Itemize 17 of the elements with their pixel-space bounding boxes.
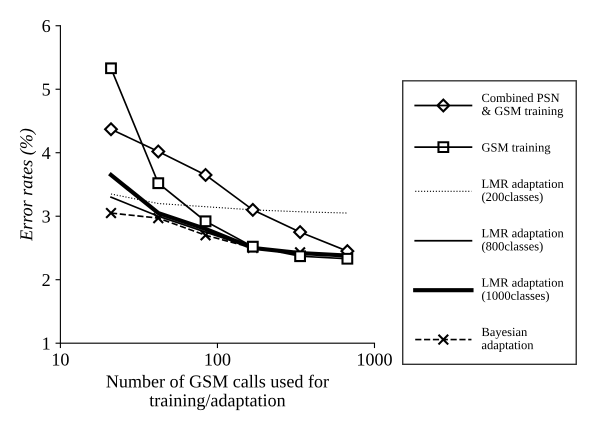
x-tick-label: 10 xyxy=(52,353,69,366)
y-axis-title: Error rates (%) xyxy=(20,128,36,242)
x-axis-title: Number of GSM calls used for training/adaptation xyxy=(106,374,329,410)
y-tick-label: 1 xyxy=(43,338,50,350)
y-tick-label: 3 xyxy=(42,210,50,223)
legend-label: LMR adaptation (200classes) xyxy=(482,179,564,204)
x-tick-label: 100 xyxy=(205,353,230,366)
y-tick-label: 2 xyxy=(42,274,50,286)
x-tick-label: 1000 xyxy=(358,353,392,366)
legend-label: Combined PSN & GSM training xyxy=(482,93,564,118)
y-tick-label: 6 xyxy=(42,20,50,32)
legend-label: Bayesian adaptation xyxy=(482,328,534,352)
y-tick-label: 5 xyxy=(42,84,50,96)
legend-label: GSM training xyxy=(482,143,550,154)
legend-label: LMR adaptation (1000classes) xyxy=(482,278,564,302)
legend-label: LMR adaptation (800classes) xyxy=(482,228,564,254)
y-tick-label: 4 xyxy=(42,147,50,159)
